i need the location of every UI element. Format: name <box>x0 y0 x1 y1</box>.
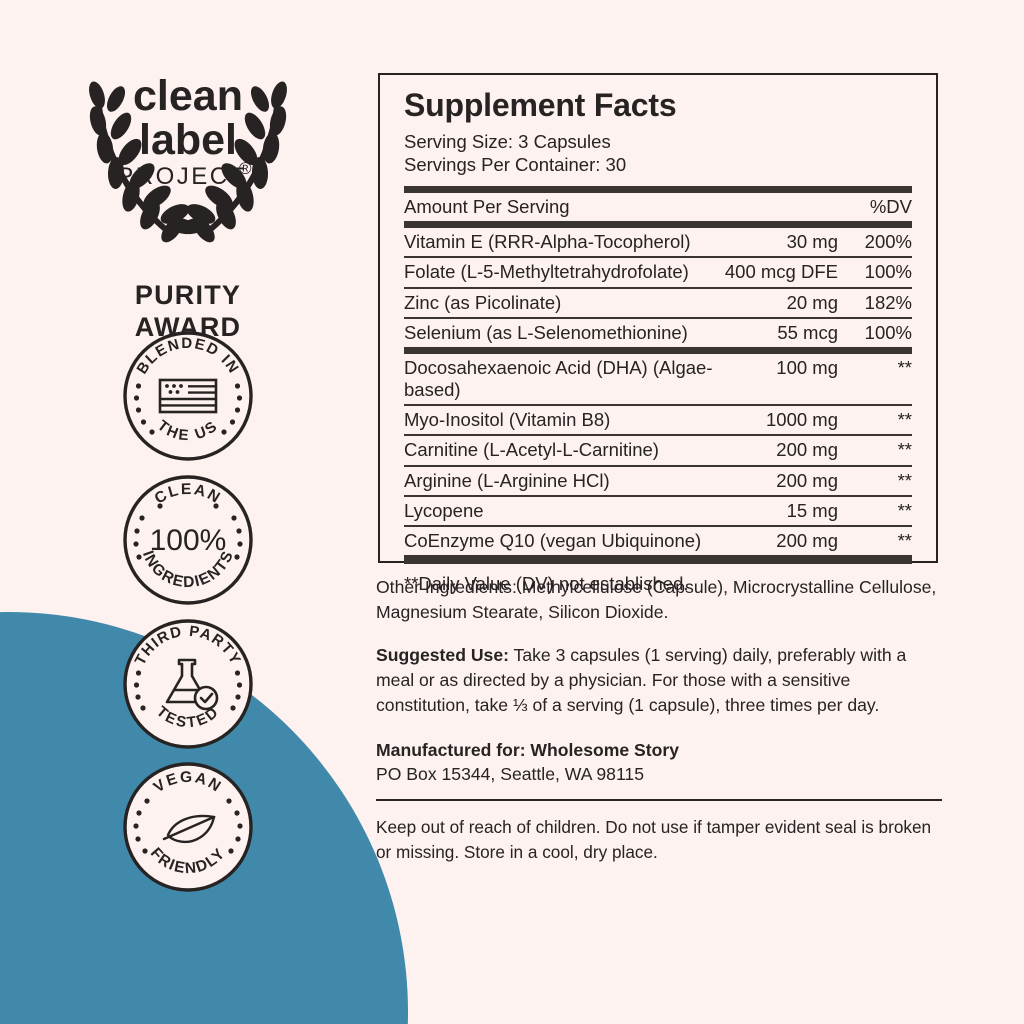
manufacturer-address: PO Box 15344, Seattle, WA 98115 <box>376 764 644 785</box>
clean-label-project-badge: clean label PROJECT ® PURITY AWARD <box>72 58 304 342</box>
clean-label-word-clean: clean <box>133 72 243 120</box>
other-ingredients: Other Ingredients: Methylcellulose (Caps… <box>376 577 937 622</box>
facts-table: Amount Per Serving %DV <box>404 193 912 221</box>
seal-vegan-friendly: VEGAN FRIENDLY <box>122 761 254 893</box>
purity-award-line1: PURITY <box>134 280 242 310</box>
amount-per-serving-header: Amount Per Serving <box>404 195 570 217</box>
table-row: Zinc (as Picolinate) 20 mg 182% <box>404 286 912 318</box>
daily-value-footnote: **Daily Value (DV) not established. <box>404 573 689 595</box>
us-flag-icon <box>158 378 218 414</box>
suggested-use-text: Take 3 capsules (1 serving) daily, prefe… <box>376 644 907 715</box>
rule-above-header <box>404 185 912 193</box>
seal-blended-in-the-us: BLENDED IN THE US <box>122 330 254 462</box>
suggested-use-label: Suggested Use: <box>376 644 509 665</box>
row-name: Vitamin E (RRR-Alpha-Tocopherol) <box>404 231 691 253</box>
suggested-use: Suggested Use: Take 3 capsules (1 servin… <box>376 643 942 718</box>
row-amount: 15 mg <box>766 494 838 526</box>
badges-column: clean label PROJECT ® PURITY AWARD <box>0 0 370 1024</box>
warning-text: Keep out of reach of children. Do not us… <box>376 817 932 862</box>
servings-per-container: Servings Per Container: 30 <box>404 154 627 176</box>
table-row: Vitamin E (RRR-Alpha-Tocopherol) 30 mg 2… <box>404 228 912 257</box>
dv-header: %DV <box>869 195 912 217</box>
row-dv: ** <box>838 494 912 526</box>
row-dv: 182% <box>838 286 912 318</box>
rule-below-header <box>404 221 912 229</box>
row-amount: 20 mg <box>715 286 838 318</box>
laurel-wreath-icon: clean label PROJECT ® <box>89 72 287 243</box>
row-name: Carnitine (L-Acetyl-L-Carnitine) <box>404 434 766 466</box>
seal-center-text: 100% <box>150 524 227 557</box>
table-row: CoEnzyme Q10 (vegan Ubiquinone) 200 mg *… <box>404 524 912 556</box>
seal-clean-ingredients: CLEAN INGREDIENTS 100% <box>122 474 254 606</box>
row-dv: ** <box>838 464 912 496</box>
row-name: CoEnzyme Q10 (vegan Ubiquinone) <box>404 524 766 556</box>
table-row: Carnitine (L-Acetyl-L-Carnitine) 200 mg … <box>404 434 912 466</box>
table-row: Lycopene 15 mg ** <box>404 494 912 526</box>
table-row: Selenium (as L-Selenomethionine) 55 mcg … <box>404 316 912 347</box>
facts-header-row: Amount Per Serving %DV <box>404 193 912 221</box>
row-name: Selenium (as L-Selenomethionine) <box>404 316 716 347</box>
clean-label-word-label: label <box>139 116 237 164</box>
rule-above-footnote <box>404 555 912 565</box>
row-amount: 200 mg <box>766 434 838 466</box>
row-amount: 400 mcg DFE <box>715 256 838 288</box>
facts-rows-table: Vitamin E (RRR-Alpha-Tocopherol) 30 mg 2… <box>404 228 912 347</box>
row-amount: 1000 mg <box>766 404 838 436</box>
row-dv: 100% <box>838 256 912 288</box>
row-amount: 55 mcg <box>715 316 838 347</box>
row-amount: 100 mg <box>776 356 838 378</box>
row-name: Lycopene <box>404 494 766 526</box>
registered-trademark-icon: ® <box>239 159 252 178</box>
panel-title: Supplement Facts <box>404 87 677 123</box>
clean-label-word-project: PROJECT <box>117 163 247 190</box>
table-row: Folate (L-5-Methyltetrahydrofolate) 400 … <box>404 256 912 288</box>
row-amount: 200 mg <box>766 524 838 556</box>
rule-between-groups <box>404 346 912 354</box>
row-name: Zinc (as Picolinate) <box>404 286 716 318</box>
leaf-icon <box>162 814 216 844</box>
facts-rows-table-2: Docosahexaenoic Acid (DHA) (Algae-based)… <box>404 354 912 556</box>
label-body-copy: Other Ingredients: Methylcellulose (Caps… <box>376 575 942 864</box>
row-name: Arginine (L-Arginine HCl) <box>404 464 766 496</box>
row-dv: ** <box>897 356 912 378</box>
row-name: Folate (L-5-Methyltetrahydrofolate) <box>404 256 716 288</box>
table-row: Docosahexaenoic Acid (DHA) (Algae-based)… <box>404 354 912 405</box>
row-dv: ** <box>838 524 912 556</box>
row-dv: 100% <box>838 316 912 347</box>
table-row: Myo-Inositol (Vitamin B8) 1000 mg ** <box>404 404 912 436</box>
row-dv: ** <box>838 434 912 466</box>
row-amount: 30 mg <box>786 231 838 253</box>
row-dv: 200% <box>864 231 912 253</box>
seal-third-party-tested: THIRD PARTY TESTED <box>122 618 254 750</box>
serving-size: Serving Size: 3 Capsules <box>404 130 611 152</box>
flask-check-icon <box>165 658 219 711</box>
row-name: Docosahexaenoic Acid (DHA) (Algae-based) <box>404 356 713 401</box>
row-name: Myo-Inositol (Vitamin B8) <box>404 404 766 436</box>
row-dv: ** <box>838 404 912 436</box>
supplement-facts-panel: Supplement Facts Serving Size: 3 Capsule… <box>378 73 938 594</box>
manufactured-for: Manufactured for: Wholesome Story <box>376 739 680 760</box>
table-row: Arginine (L-Arginine HCl) 200 mg ** <box>404 464 912 496</box>
divider <box>376 799 942 802</box>
row-amount: 200 mg <box>766 464 838 496</box>
